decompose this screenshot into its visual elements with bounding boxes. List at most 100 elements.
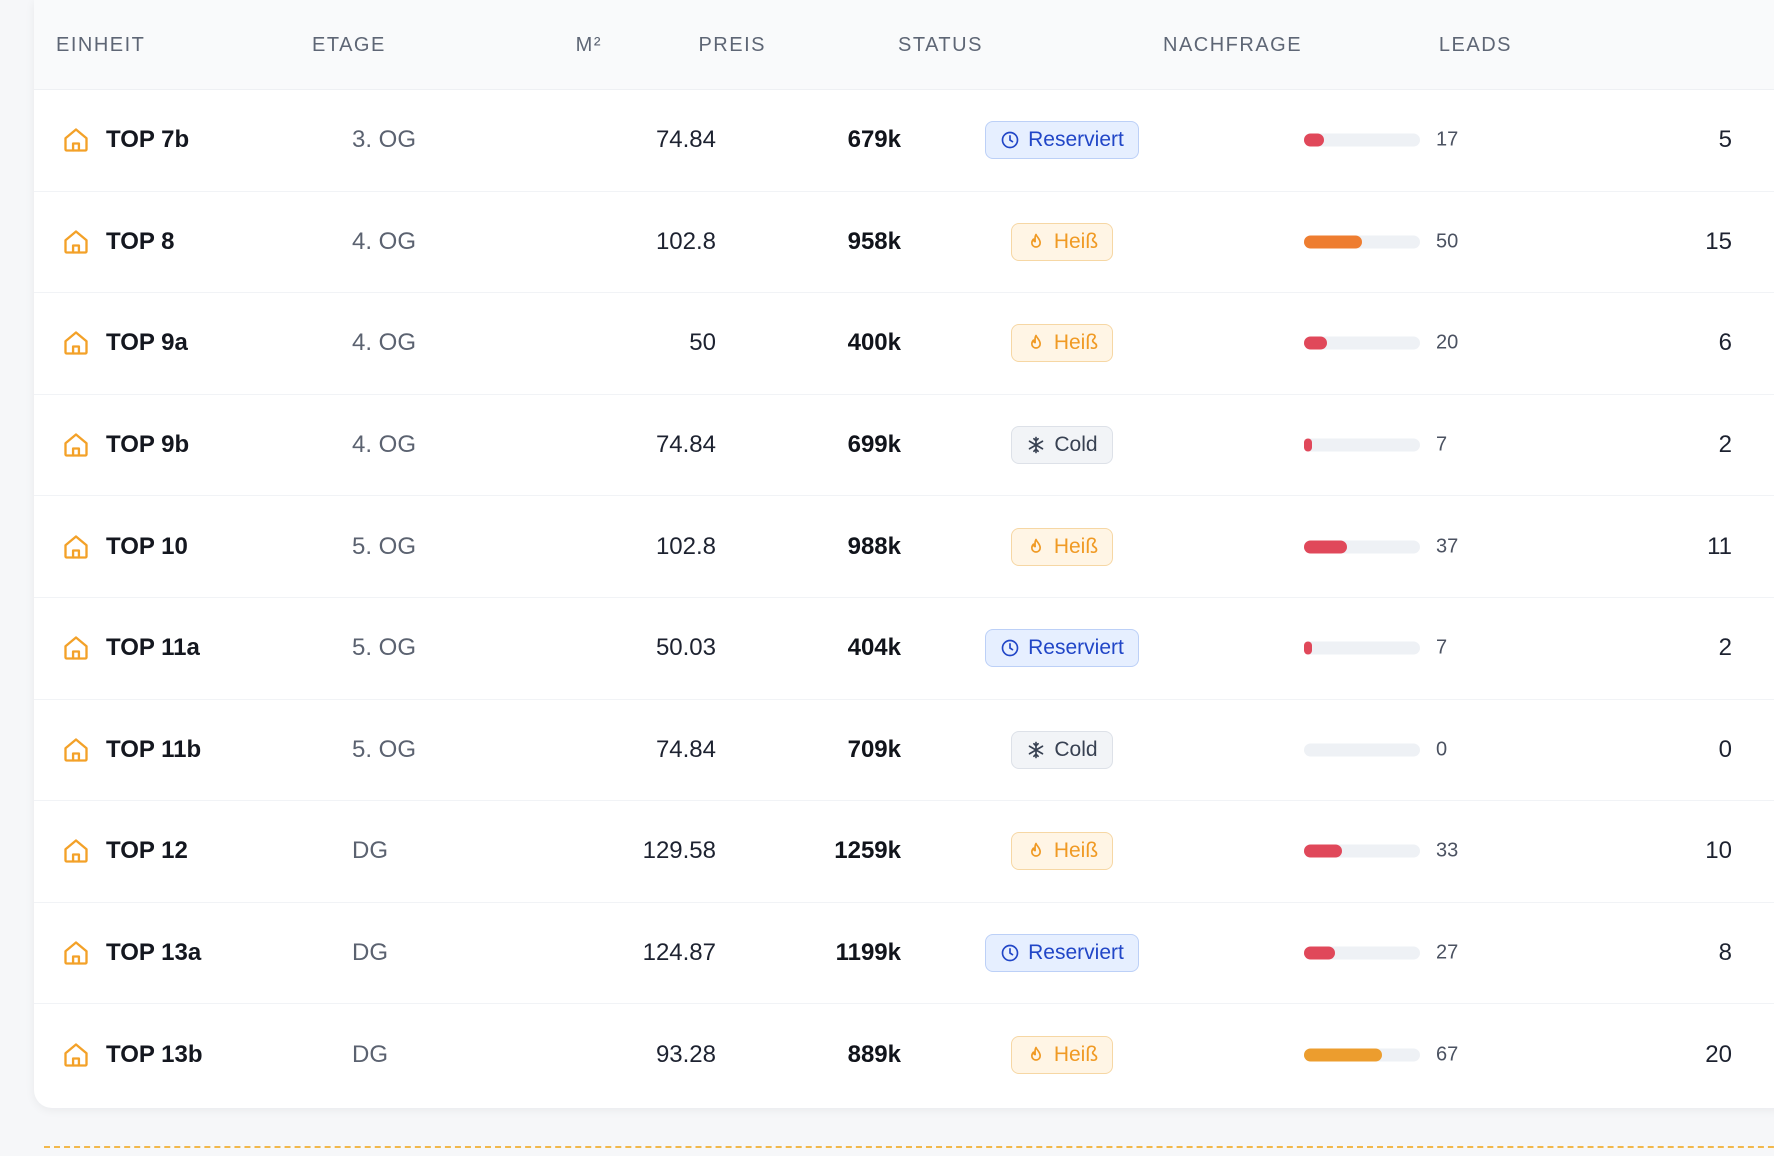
status-cell: Reserviert (944, 121, 1180, 160)
status-label: Heiß (1053, 534, 1099, 558)
table-body: TOP 7b 3. OG 74.84 679k Reserviert 17 5 … (34, 90, 1774, 1106)
header-unit[interactable]: EINHEIT (56, 34, 146, 56)
home-icon (62, 634, 106, 662)
floor-value: DG (352, 837, 388, 865)
unit-name[interactable]: TOP 7b (106, 126, 190, 154)
floor-value: 4. OG (352, 431, 417, 459)
demand-cell: 37 (1304, 535, 1476, 558)
units-table: EINHEIT ETAGE M² PREIS STATUS NACHFRAGE … (34, 0, 1774, 1108)
demand-bar (1304, 1048, 1420, 1062)
leads-value: 2 (1718, 431, 1732, 459)
unit-cell: TOP 12 (62, 837, 188, 865)
demand-bar-fill (1304, 540, 1347, 554)
header-status[interactable]: STATUS (898, 34, 983, 56)
unit-name[interactable]: TOP 13a (106, 939, 202, 967)
demand-bar (1304, 946, 1420, 960)
unit-cell: TOP 13b (62, 1041, 203, 1069)
demand-value: 7 (1436, 636, 1448, 659)
clock-icon (1000, 638, 1028, 658)
floor-value: 5. OG (352, 532, 417, 560)
status-badge[interactable]: Reserviert (985, 121, 1139, 160)
table-row[interactable]: TOP 11a 5. OG 50.03 404k Reserviert 7 2 (34, 598, 1774, 700)
table-row[interactable]: TOP 7b 3. OG 74.84 679k Reserviert 17 5 (34, 90, 1774, 192)
demand-bar (1304, 438, 1420, 452)
header-area[interactable]: M² (575, 34, 602, 56)
area-value: 74.84 (655, 735, 716, 763)
status-label: Reserviert (1028, 128, 1124, 152)
home-icon (62, 431, 106, 459)
unit-name[interactable]: TOP 11b (106, 735, 202, 763)
demand-cell: 7 (1304, 637, 1476, 660)
table-row[interactable]: TOP 11b 5. OG 74.84 709k Cold 0 0 (34, 700, 1774, 802)
table-row[interactable]: TOP 12 DG 129.58 1259k Heiß 33 10 (34, 801, 1774, 903)
unit-name[interactable]: TOP 9a (106, 329, 188, 357)
status-cell: Cold (944, 730, 1180, 769)
unit-cell: TOP 11a (62, 634, 200, 662)
status-label: Reserviert (1028, 941, 1124, 965)
status-badge[interactable]: Heiß (1010, 832, 1114, 871)
demand-bar-fill (1304, 641, 1313, 655)
table-row[interactable]: TOP 10 5. OG 102.8 988k Heiß 37 11 (34, 496, 1774, 598)
table-row[interactable]: TOP 9a 4. OG 50 400k Heiß 20 6 (34, 293, 1774, 395)
header-demand[interactable]: NACHFRAGE (1163, 34, 1303, 56)
price-value: 1259k (834, 837, 901, 865)
table-row[interactable]: TOP 9b 4. OG 74.84 699k Cold 7 2 (34, 395, 1774, 497)
status-label: Cold (1054, 737, 1098, 761)
demand-cell: 20 (1304, 332, 1476, 355)
home-icon (62, 837, 106, 865)
status-badge[interactable]: Reserviert (985, 934, 1139, 973)
table-row[interactable]: TOP 13a DG 124.87 1199k Reserviert 27 8 (34, 903, 1774, 1005)
demand-bar (1304, 844, 1420, 858)
unit-name[interactable]: TOP 13b (106, 1041, 203, 1069)
demand-value: 50 (1436, 230, 1459, 253)
demand-bar (1304, 133, 1420, 147)
header-price[interactable]: PREIS (698, 34, 766, 56)
demand-bar-fill (1304, 438, 1313, 452)
leads-value: 0 (1718, 735, 1732, 763)
status-badge[interactable]: Reserviert (985, 629, 1139, 668)
demand-bar (1304, 641, 1420, 655)
unit-name[interactable]: TOP 8 (106, 227, 175, 255)
unit-cell: TOP 9a (62, 329, 188, 357)
status-badge[interactable]: Cold (1011, 426, 1113, 465)
status-label: Cold (1054, 433, 1098, 457)
price-value: 400k (847, 329, 901, 357)
header-floor[interactable]: ETAGE (312, 34, 386, 56)
status-badge[interactable]: Heiß (1010, 1036, 1114, 1075)
area-value: 102.8 (655, 532, 716, 560)
header-leads[interactable]: LEADS (1438, 34, 1512, 56)
leads-value: 8 (1718, 939, 1732, 967)
status-label: Heiß (1053, 229, 1099, 253)
leads-value: 5 (1718, 126, 1732, 154)
area-value: 50.03 (655, 634, 716, 662)
price-value: 699k (847, 431, 901, 459)
leads-value: 10 (1705, 837, 1732, 865)
leads-value: 20 (1705, 1041, 1732, 1069)
status-cell: Heiß (944, 324, 1180, 363)
unit-name[interactable]: TOP 9b (106, 431, 190, 459)
table-header: EINHEIT ETAGE M² PREIS STATUS NACHFRAGE … (34, 0, 1774, 90)
floor-value: 5. OG (352, 735, 417, 763)
table-row[interactable]: TOP 8 4. OG 102.8 958k Heiß 50 15 (34, 192, 1774, 294)
table-row[interactable]: TOP 13b DG 93.28 889k Heiß 67 20 (34, 1004, 1774, 1106)
status-badge[interactable]: Heiß (1010, 324, 1114, 363)
flame-icon (1026, 841, 1054, 861)
area-value: 124.87 (642, 939, 716, 967)
unit-name[interactable]: TOP 11a (106, 634, 200, 662)
status-cell: Cold (944, 426, 1180, 465)
unit-name[interactable]: TOP 10 (106, 532, 188, 560)
status-badge[interactable]: Heiß (1010, 222, 1114, 261)
clock-icon (1000, 943, 1028, 963)
area-value: 74.84 (655, 431, 716, 459)
home-icon (62, 736, 106, 764)
status-badge[interactable]: Heiß (1010, 527, 1114, 566)
demand-bar (1304, 540, 1420, 554)
status-badge[interactable]: Cold (1011, 730, 1113, 769)
unit-name[interactable]: TOP 12 (106, 837, 188, 865)
leads-value: 15 (1705, 227, 1732, 255)
status-label: Heiß (1053, 331, 1099, 355)
price-value: 1199k (835, 939, 901, 967)
price-value: 988k (847, 532, 901, 560)
unit-cell: TOP 9b (62, 431, 189, 459)
price-value: 679k (847, 126, 901, 154)
